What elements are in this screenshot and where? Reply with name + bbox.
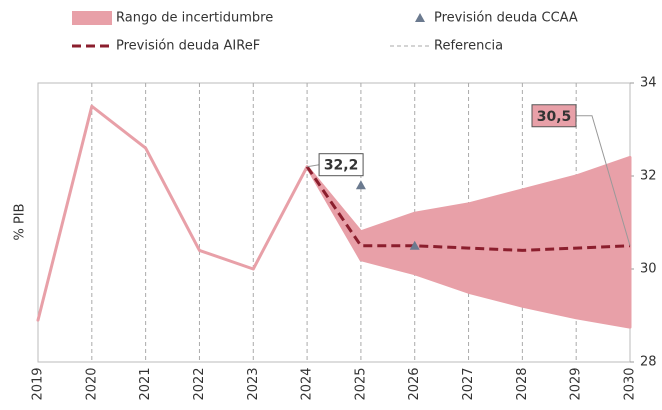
y-tick-label: 28	[640, 355, 657, 370]
legend-swatch	[72, 11, 112, 25]
x-tick-label: 2024	[300, 367, 315, 400]
x-tick-label: 2027	[461, 367, 476, 400]
ccaa-marker	[355, 180, 366, 190]
x-tick-label: 2029	[569, 367, 584, 400]
y-tick-label: 30	[640, 262, 657, 277]
x-tick-label: 2019	[31, 367, 46, 400]
value-label: 30,5	[537, 109, 572, 125]
forecast-line	[305, 165, 631, 252]
x-tick-label: 2026	[407, 367, 422, 400]
legend-label: Previsión deuda AIReF	[116, 39, 260, 54]
legend-swatch	[415, 13, 425, 22]
y-tick-label: 32	[640, 169, 657, 184]
value-label-box	[531, 104, 577, 128]
ccaa-marker	[409, 240, 420, 250]
x-tick-label: 2021	[138, 367, 153, 400]
leader-line	[307, 164, 320, 168]
y-tick-label: 34	[640, 76, 657, 91]
x-tick-label: 2028	[515, 367, 530, 400]
legend-label: Previsión deuda CCAA	[434, 11, 578, 26]
legend-label: Referencia	[434, 39, 503, 54]
y-axis-label: % PIB	[13, 203, 28, 240]
x-tick-label: 2023	[246, 367, 261, 400]
x-tick-label: 2030	[623, 367, 638, 400]
x-tick-label: 2025	[353, 367, 368, 400]
x-tick-label: 2020	[84, 367, 99, 400]
legend-label: Rango de incertidumbre	[116, 11, 273, 26]
x-tick-label: 2022	[192, 367, 207, 400]
value-label-box	[318, 153, 364, 177]
value-label: 32,2	[324, 158, 359, 174]
uncertainty-band	[36, 104, 632, 329]
leader-line	[576, 115, 631, 246]
